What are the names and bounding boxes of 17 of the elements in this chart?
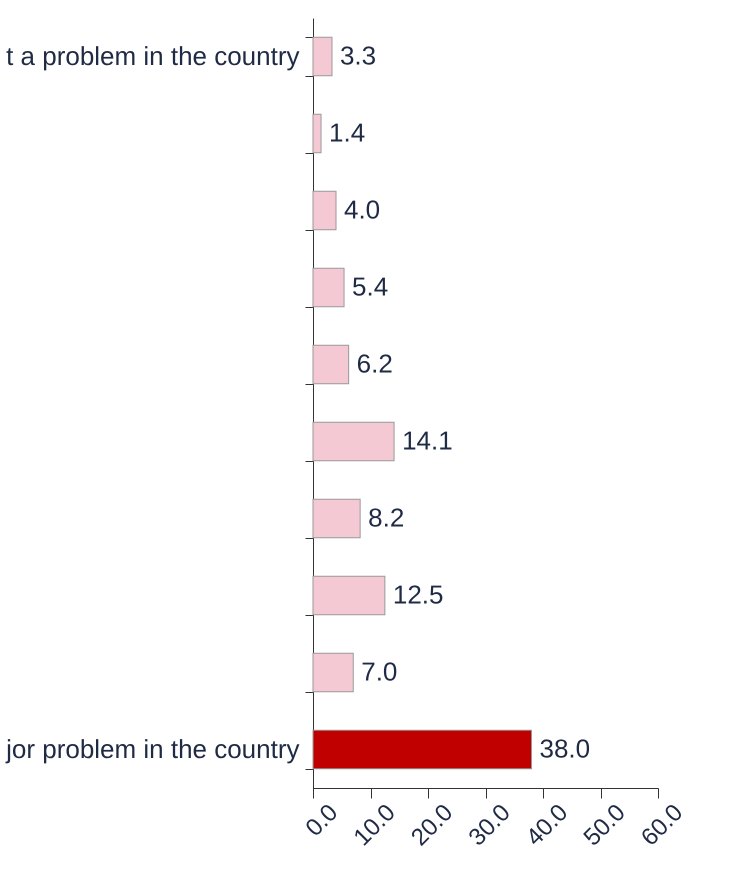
x-tick-label: 0.0 xyxy=(300,799,344,842)
data-label: 6.2 xyxy=(356,348,393,378)
data-label: 4.0 xyxy=(344,194,380,224)
data-label: 14.1 xyxy=(402,426,453,456)
y-tick-label: jor problem in the country xyxy=(5,734,300,764)
x-tick-label: 30.0 xyxy=(464,799,516,852)
y-tick-label: t a problem in the country xyxy=(6,41,300,71)
x-tick-label: 60.0 xyxy=(636,799,688,852)
data-label: 7.0 xyxy=(361,656,398,686)
data-label: 5.4 xyxy=(352,272,388,302)
data-label: 3.3 xyxy=(340,40,376,70)
data-label: 38.0 xyxy=(540,734,590,764)
x-tick-label: 40.0 xyxy=(521,799,574,852)
x-tick-label: 50.0 xyxy=(578,799,631,852)
data-label: 1.4 xyxy=(329,118,366,148)
data-label: 8.2 xyxy=(368,502,404,532)
data-label: 12.5 xyxy=(392,580,444,610)
